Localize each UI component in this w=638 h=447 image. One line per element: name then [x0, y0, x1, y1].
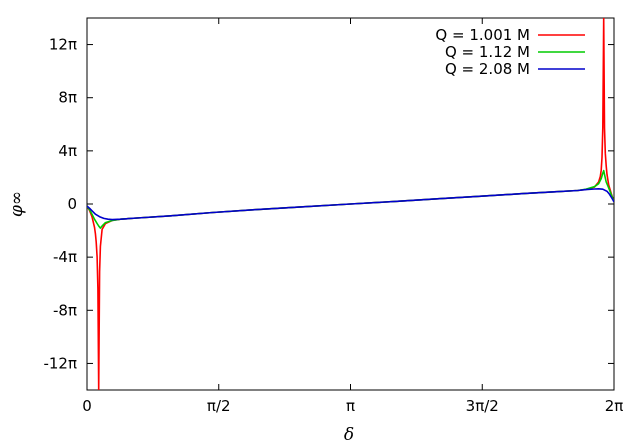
x-tick-label: π: [346, 397, 355, 415]
x-tick-label: 2π: [605, 397, 624, 415]
x-tick-label: π/2: [207, 397, 231, 415]
legend-label: Q = 2.08 M: [445, 60, 530, 78]
x-axis-label: δ: [344, 425, 354, 445]
x-tick-label: 3π/2: [466, 397, 499, 415]
series-line-2: [87, 169, 614, 229]
series-line-3: [87, 188, 614, 221]
y-tick-label: -12π: [43, 354, 77, 372]
y-tick-label: -8π: [53, 301, 77, 319]
y-tick-label: 12π: [49, 36, 77, 54]
x-tick-label: 0: [82, 397, 92, 415]
legend-label: Q = 1.12 M: [445, 43, 530, 61]
legend-label: Q = 1.001 M: [435, 26, 530, 44]
y-tick-label: 8π: [58, 89, 77, 107]
series-group: [87, 18, 614, 390]
y-tick-label: 4π: [58, 142, 77, 160]
legend: Q = 1.001 MQ = 1.12 MQ = 2.08 M: [435, 26, 585, 78]
y-tick-label: -4π: [53, 248, 77, 266]
y-tick-label: 0: [67, 195, 77, 213]
ticks: 0 π/2 π 3π/2 2π 12π 8π 4π 0 -4π -8π -12π: [43, 18, 623, 415]
y-axis-label: φ∞: [7, 191, 27, 217]
